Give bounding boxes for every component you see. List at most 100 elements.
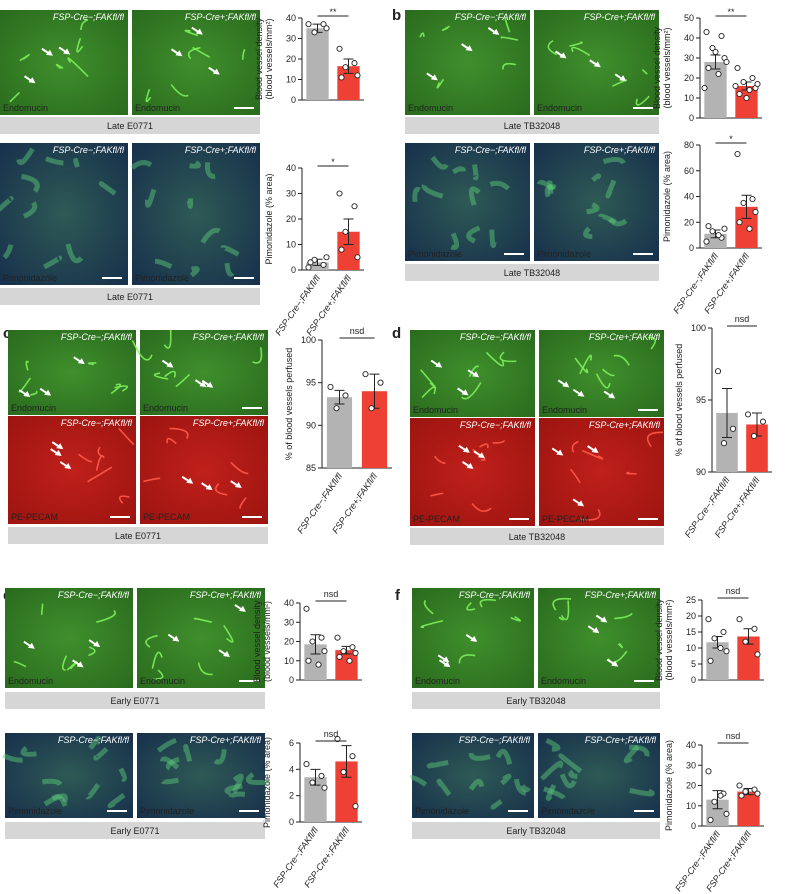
vessel [586, 202, 600, 215]
vessel [230, 461, 249, 475]
arrow-head [172, 635, 180, 642]
vessel [160, 777, 179, 785]
vessel [436, 78, 445, 89]
y-tick-label: 25 [686, 595, 696, 605]
vessel [19, 54, 30, 62]
arrow-head [462, 446, 470, 453]
vessel [145, 88, 152, 103]
data-point [333, 405, 340, 412]
micrograph-bg [539, 418, 664, 526]
data-point [709, 228, 716, 235]
data-point [320, 261, 327, 268]
y-tick-label: 30 [684, 53, 694, 63]
vessel [51, 794, 68, 808]
data-point [340, 648, 347, 655]
significance-label: nsd [324, 589, 339, 599]
data-point [736, 90, 743, 98]
micrograph-bg [8, 416, 136, 524]
data-point [709, 44, 716, 52]
genotype-label: FSP-Cre−;FAKfl/fl [61, 332, 133, 342]
vessel [16, 147, 35, 166]
caption: Early E0771 [110, 826, 159, 836]
y-tick-label: 10 [286, 240, 296, 250]
micrograph [137, 588, 265, 688]
vessel [175, 373, 191, 388]
vessel [545, 738, 561, 752]
data-point [752, 208, 759, 215]
stain-label: Pimonidazole [8, 806, 62, 816]
y-tick-label: 95 [306, 378, 316, 388]
vessel [489, 229, 497, 248]
micrograph-bg [137, 588, 265, 688]
error-bar [712, 790, 723, 810]
arrow-head [477, 452, 485, 459]
stain-label: Pimonidazole [135, 273, 189, 283]
data-point [711, 798, 718, 805]
vessel [213, 749, 227, 765]
micrograph-bg [405, 10, 530, 115]
genotype-label: FSP-Cre+;FAKfl/fl [193, 418, 265, 428]
vessel [78, 453, 93, 463]
vessel [583, 226, 593, 240]
arrow-head [492, 28, 500, 35]
stain-label: Endomucin [135, 103, 180, 113]
y-tick-label: 40 [286, 13, 296, 23]
genotype-label: FSP-Cre+;FAKfl/fl [584, 12, 656, 22]
y-tick-label: 2 [289, 791, 294, 801]
vessel [441, 25, 451, 31]
vessel [88, 646, 96, 657]
genotype-label: FSP-Cre−;FAKfl/fl [460, 420, 532, 430]
vessel [626, 471, 637, 475]
genotype-label: FSP-Cre−;FAKfl/fl [58, 735, 130, 745]
vessel [569, 41, 583, 47]
data-point [346, 657, 353, 664]
genotype-label: FSP-Cre−;FAKfl/fl [459, 735, 531, 745]
y-tick-label: 30 [286, 34, 296, 44]
vessel [151, 651, 163, 669]
micrograph [410, 418, 535, 526]
caption-bar [410, 528, 664, 545]
data-point [749, 74, 756, 82]
vessel [246, 772, 270, 786]
y-tick-label: 90 [306, 420, 316, 430]
data-point [327, 383, 334, 390]
vessel [466, 225, 481, 244]
vessel [591, 173, 602, 183]
micrograph-bg [405, 143, 530, 261]
data-point [351, 60, 358, 67]
micrograph [405, 10, 530, 115]
data-point [754, 651, 761, 658]
significance-label: nsd [726, 731, 741, 741]
y-tick-label: 0 [289, 675, 294, 685]
y-axis-label: Pimonidazole (% area) [662, 151, 672, 242]
data-point [723, 648, 730, 655]
stain-label: Pimonidazole [537, 249, 591, 259]
vessel [458, 654, 476, 664]
y-tick-label: 30 [284, 617, 294, 627]
vessel [579, 354, 593, 375]
vessel [510, 615, 521, 622]
data-point [323, 254, 330, 261]
y-tick-label: 20 [684, 217, 694, 227]
micrograph-bg [0, 143, 128, 285]
bar [335, 761, 358, 822]
y-tick-label: 30 [686, 760, 696, 770]
arrow-head [562, 381, 570, 388]
data-point [754, 80, 761, 88]
y-tick-label: 4 [289, 764, 294, 774]
y-tick-label: 0 [291, 265, 296, 275]
significance-label: ** [727, 7, 735, 17]
vessel [20, 173, 40, 193]
genotype-label: FSP-Cre−;FAKfl/fl [53, 145, 125, 155]
vessel [93, 747, 109, 761]
micrograph [130, 143, 260, 285]
vessel [118, 767, 127, 782]
vessel [581, 449, 604, 460]
error-bar [310, 634, 321, 655]
bar [306, 28, 329, 100]
vessel [163, 329, 172, 349]
arrow-head [619, 75, 627, 82]
panel-letter: f [395, 587, 401, 604]
data-point [738, 792, 745, 799]
arrow-head [28, 77, 36, 84]
